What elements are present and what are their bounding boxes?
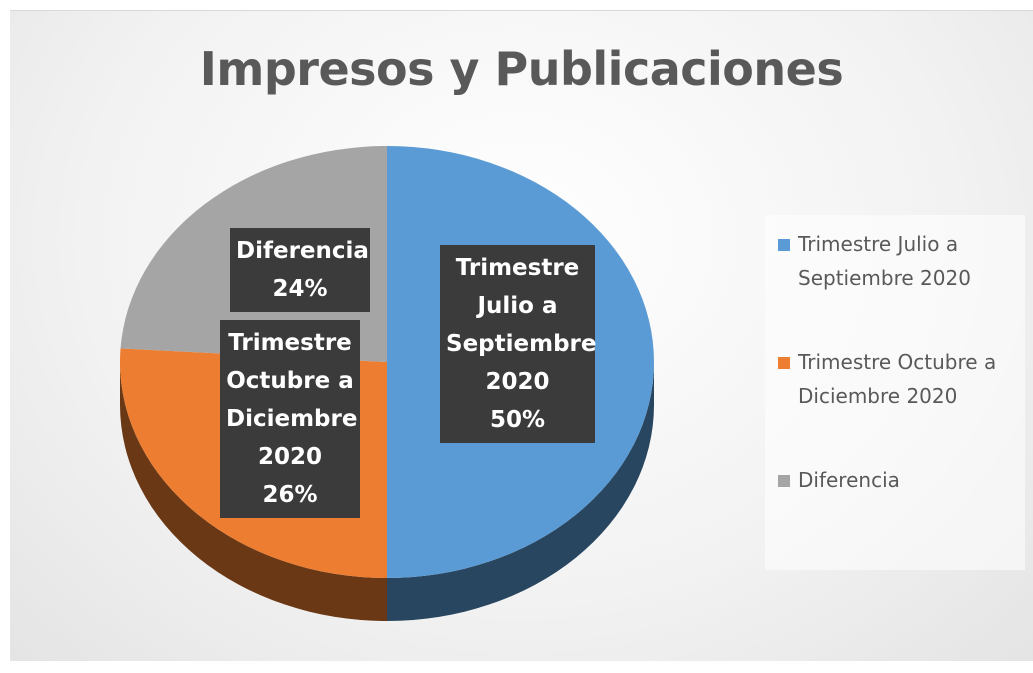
legend-item: Trimestre Julio a Septiembre 2020 (778, 227, 1013, 295)
pie-side (120, 362, 387, 621)
pie-side (387, 362, 654, 621)
legend-item: Trimestre Octubre a Diciembre 2020 (778, 345, 1013, 413)
legend-marker (778, 239, 790, 251)
data-label-value: 50% (489, 407, 546, 433)
legend-item: Diferencia (778, 463, 1013, 497)
data-label-category: Trimestre Octubre a Diciembre 2020 (226, 330, 358, 470)
legend-label: Trimestre Octubre a Diciembre 2020 (798, 350, 997, 408)
legend: Trimestre Julio a Septiembre 2020 Trimest… (765, 215, 1025, 570)
legend-label: Trimestre Julio a Septiembre 2020 (798, 232, 971, 290)
data-label-category: Trimestre Julio a Septiembre 2020 (446, 255, 597, 395)
chart-title: Impresos y Publicaciones (199, 42, 844, 96)
data-label-value: 26% (262, 482, 318, 508)
data-label-value: 24% (272, 276, 328, 302)
data-label-category: Diferencia (236, 238, 369, 264)
data-label: Trimestre Octubre a Diciembre 2020 26% (220, 320, 360, 518)
legend-marker (778, 475, 790, 487)
data-label: Diferencia 24% (230, 228, 370, 312)
data-label: Trimestre Julio a Septiembre 2020 50% (440, 245, 597, 443)
legend-label: Diferencia (798, 468, 900, 492)
legend-marker (778, 357, 790, 369)
